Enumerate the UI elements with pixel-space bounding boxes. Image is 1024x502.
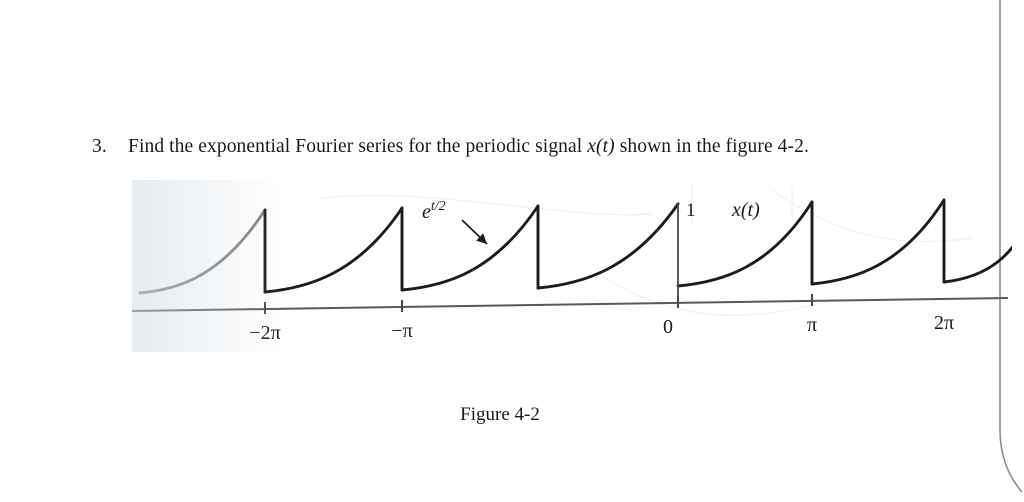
xtick-label-2pi: 2π: [934, 312, 954, 334]
question-text-before: Find the exponential Fourier series for …: [128, 136, 588, 157]
question-number: 3.: [92, 136, 107, 157]
xtick-label-neg-pi: −π: [391, 320, 412, 342]
question-text-after: shown in the figure 4-2.: [614, 136, 809, 157]
question-line: 3. Find the exponential Fourier series f…: [92, 136, 952, 158]
xtick-label-zero: 0: [663, 316, 673, 338]
curve-label: et/2: [422, 199, 446, 223]
figure-scan-region: et/2 1 x(t) −2π −π 0 π 2π t: [132, 180, 1012, 352]
curve-label-arrow: [461, 219, 488, 245]
time-axis: [132, 297, 1009, 312]
question-text: Find the exponential Fourier series for …: [128, 136, 952, 158]
waveform-plot: et/2 1 x(t) −2π −π 0 π 2π t: [132, 182, 1012, 344]
curve-label-exponent: t/2: [431, 199, 446, 214]
amplitude-label: 1: [686, 200, 696, 221]
curve-label-base: e: [422, 201, 431, 223]
figure-caption: Figure 4-2: [460, 404, 540, 425]
question-signal-symbol: x(t): [587, 136, 615, 157]
scan-bleedthrough: [321, 182, 973, 317]
xtick-label-neg-2pi: −2π: [249, 322, 280, 344]
signal-label: x(t): [731, 199, 760, 221]
xtick-label-pi: π: [807, 314, 817, 336]
